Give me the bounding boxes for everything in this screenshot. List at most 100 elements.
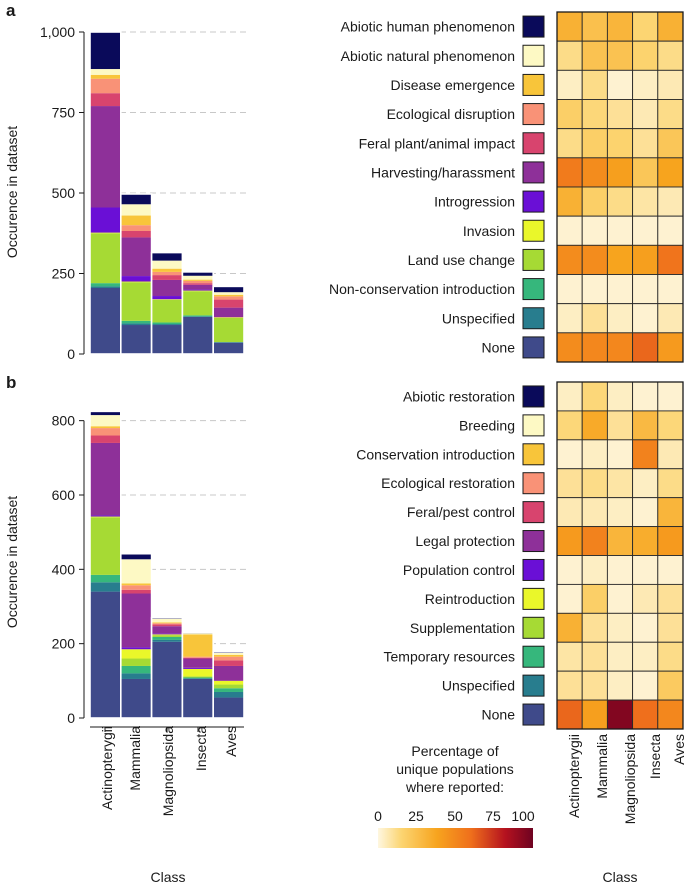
bar-segment	[182, 656, 214, 658]
heatmap-cell	[556, 69, 583, 100]
heatmap-cell	[657, 157, 684, 188]
bar-segment	[182, 290, 214, 292]
bar-segment	[213, 697, 244, 718]
bar-segment	[182, 283, 214, 285]
bar-segment	[90, 287, 121, 354]
bar-segment	[90, 286, 121, 288]
bar-segment	[151, 623, 183, 625]
bar-segment	[151, 252, 183, 261]
bar-segment	[120, 559, 152, 584]
heatmap-cell	[632, 670, 659, 701]
heatmap-row-label: None	[482, 707, 516, 723]
heatmap-cell	[556, 381, 583, 412]
heatmap-cell	[606, 381, 634, 412]
heatmap-x-tick-label: Aves	[671, 734, 685, 765]
heatmap-cell	[556, 274, 583, 305]
heatmap-cell	[606, 274, 634, 305]
bar-outline	[212, 285, 245, 355]
y-tick-label: 250	[52, 266, 76, 282]
heatmap-cell	[606, 526, 634, 556]
heatmap-row-label: Abiotic natural phenomenon	[341, 48, 515, 64]
heatmap-cell	[632, 439, 659, 470]
bar-segment	[90, 69, 121, 75]
bar-segment	[151, 636, 183, 640]
bar-segment	[90, 232, 121, 234]
bar-segment	[120, 230, 152, 238]
bar-segment	[120, 583, 152, 586]
bar-segment	[182, 657, 214, 659]
heatmap-row-label: Temporary resources	[384, 649, 516, 665]
heatmap-cell	[556, 99, 583, 130]
heatmap-cell	[606, 332, 634, 363]
bar-segment	[120, 647, 152, 650]
heatmap-cell	[606, 215, 634, 246]
heatmap-cell	[657, 555, 684, 585]
bar-segment	[213, 292, 244, 295]
row-color-swatch	[522, 385, 545, 408]
bar-segment	[90, 32, 121, 70]
heatmap-row-label: Legal protection	[415, 533, 515, 549]
legend-tick-0: 0	[374, 808, 382, 824]
bar-x-axis-title: Class	[150, 869, 185, 883]
bar-segment	[90, 207, 121, 233]
heatmap-cell	[581, 670, 608, 701]
bar-segment	[90, 283, 121, 287]
bar-segment	[90, 233, 121, 284]
bar-segment	[151, 279, 183, 297]
heatmap-cell	[632, 699, 659, 730]
bar-segment	[120, 282, 152, 321]
bar-segment	[151, 639, 183, 642]
bar-segment	[90, 582, 121, 592]
heatmap-cell	[606, 410, 634, 441]
heatmap-cell	[632, 244, 659, 275]
bar-segment	[120, 585, 152, 590]
heatmap-cell	[657, 526, 684, 556]
heatmap-cell	[556, 497, 583, 528]
heatmap-x-tick-label: Actinopterygii	[566, 734, 582, 818]
bar-segment	[120, 325, 152, 354]
heatmap-cell	[556, 40, 583, 71]
heatmap-cell	[606, 612, 634, 643]
stacked-bar-chart-b: 0 200 400 600 800	[52, 410, 250, 732]
heatmap-row-label: Ecological disruption	[387, 106, 515, 122]
heatmap-row-label: Invasion	[463, 223, 515, 239]
heatmap-cell	[581, 69, 608, 100]
y-tick-label: 500	[52, 185, 76, 201]
heatmap-cell	[632, 641, 659, 672]
heatmap-cell	[632, 612, 659, 643]
heatmap-cell	[606, 157, 634, 188]
bar-segment	[120, 665, 152, 674]
heatmap-cell	[581, 641, 608, 672]
legend-tick-25: 25	[408, 808, 424, 824]
bar-segment	[182, 271, 214, 276]
bar-segment	[120, 678, 152, 718]
heatmap-cell	[632, 157, 659, 188]
bar-segment	[182, 280, 214, 284]
bar-segment	[213, 660, 244, 666]
row-color-swatch	[522, 443, 545, 466]
heatmap-cell	[556, 244, 583, 275]
heatmap-cell	[581, 439, 608, 470]
heatmap-cell	[556, 612, 583, 643]
heatmap-cell	[657, 99, 684, 130]
bar-segment	[151, 325, 183, 354]
heatmap-cell	[556, 583, 583, 614]
heatmap-cell	[606, 699, 634, 730]
heatmap-row-label: Breeding	[459, 417, 515, 433]
bar-segment	[182, 275, 214, 280]
bar-segment	[120, 225, 152, 231]
heatmap-cell	[581, 612, 608, 643]
heatmap-cell	[632, 40, 659, 71]
bar-segment	[120, 215, 152, 226]
bar-segment	[182, 279, 214, 281]
bar-segment	[90, 515, 121, 517]
bar-segment	[182, 677, 214, 679]
heatmap-cell	[556, 526, 583, 556]
heatmap-row-label: None	[482, 339, 516, 355]
heatmap-cell	[632, 186, 659, 217]
bar-segment	[213, 299, 244, 308]
bar-segment	[151, 296, 183, 300]
bar-segment	[182, 289, 214, 291]
heatmap-cell	[581, 157, 608, 188]
legend-tick-75: 75	[485, 808, 501, 824]
